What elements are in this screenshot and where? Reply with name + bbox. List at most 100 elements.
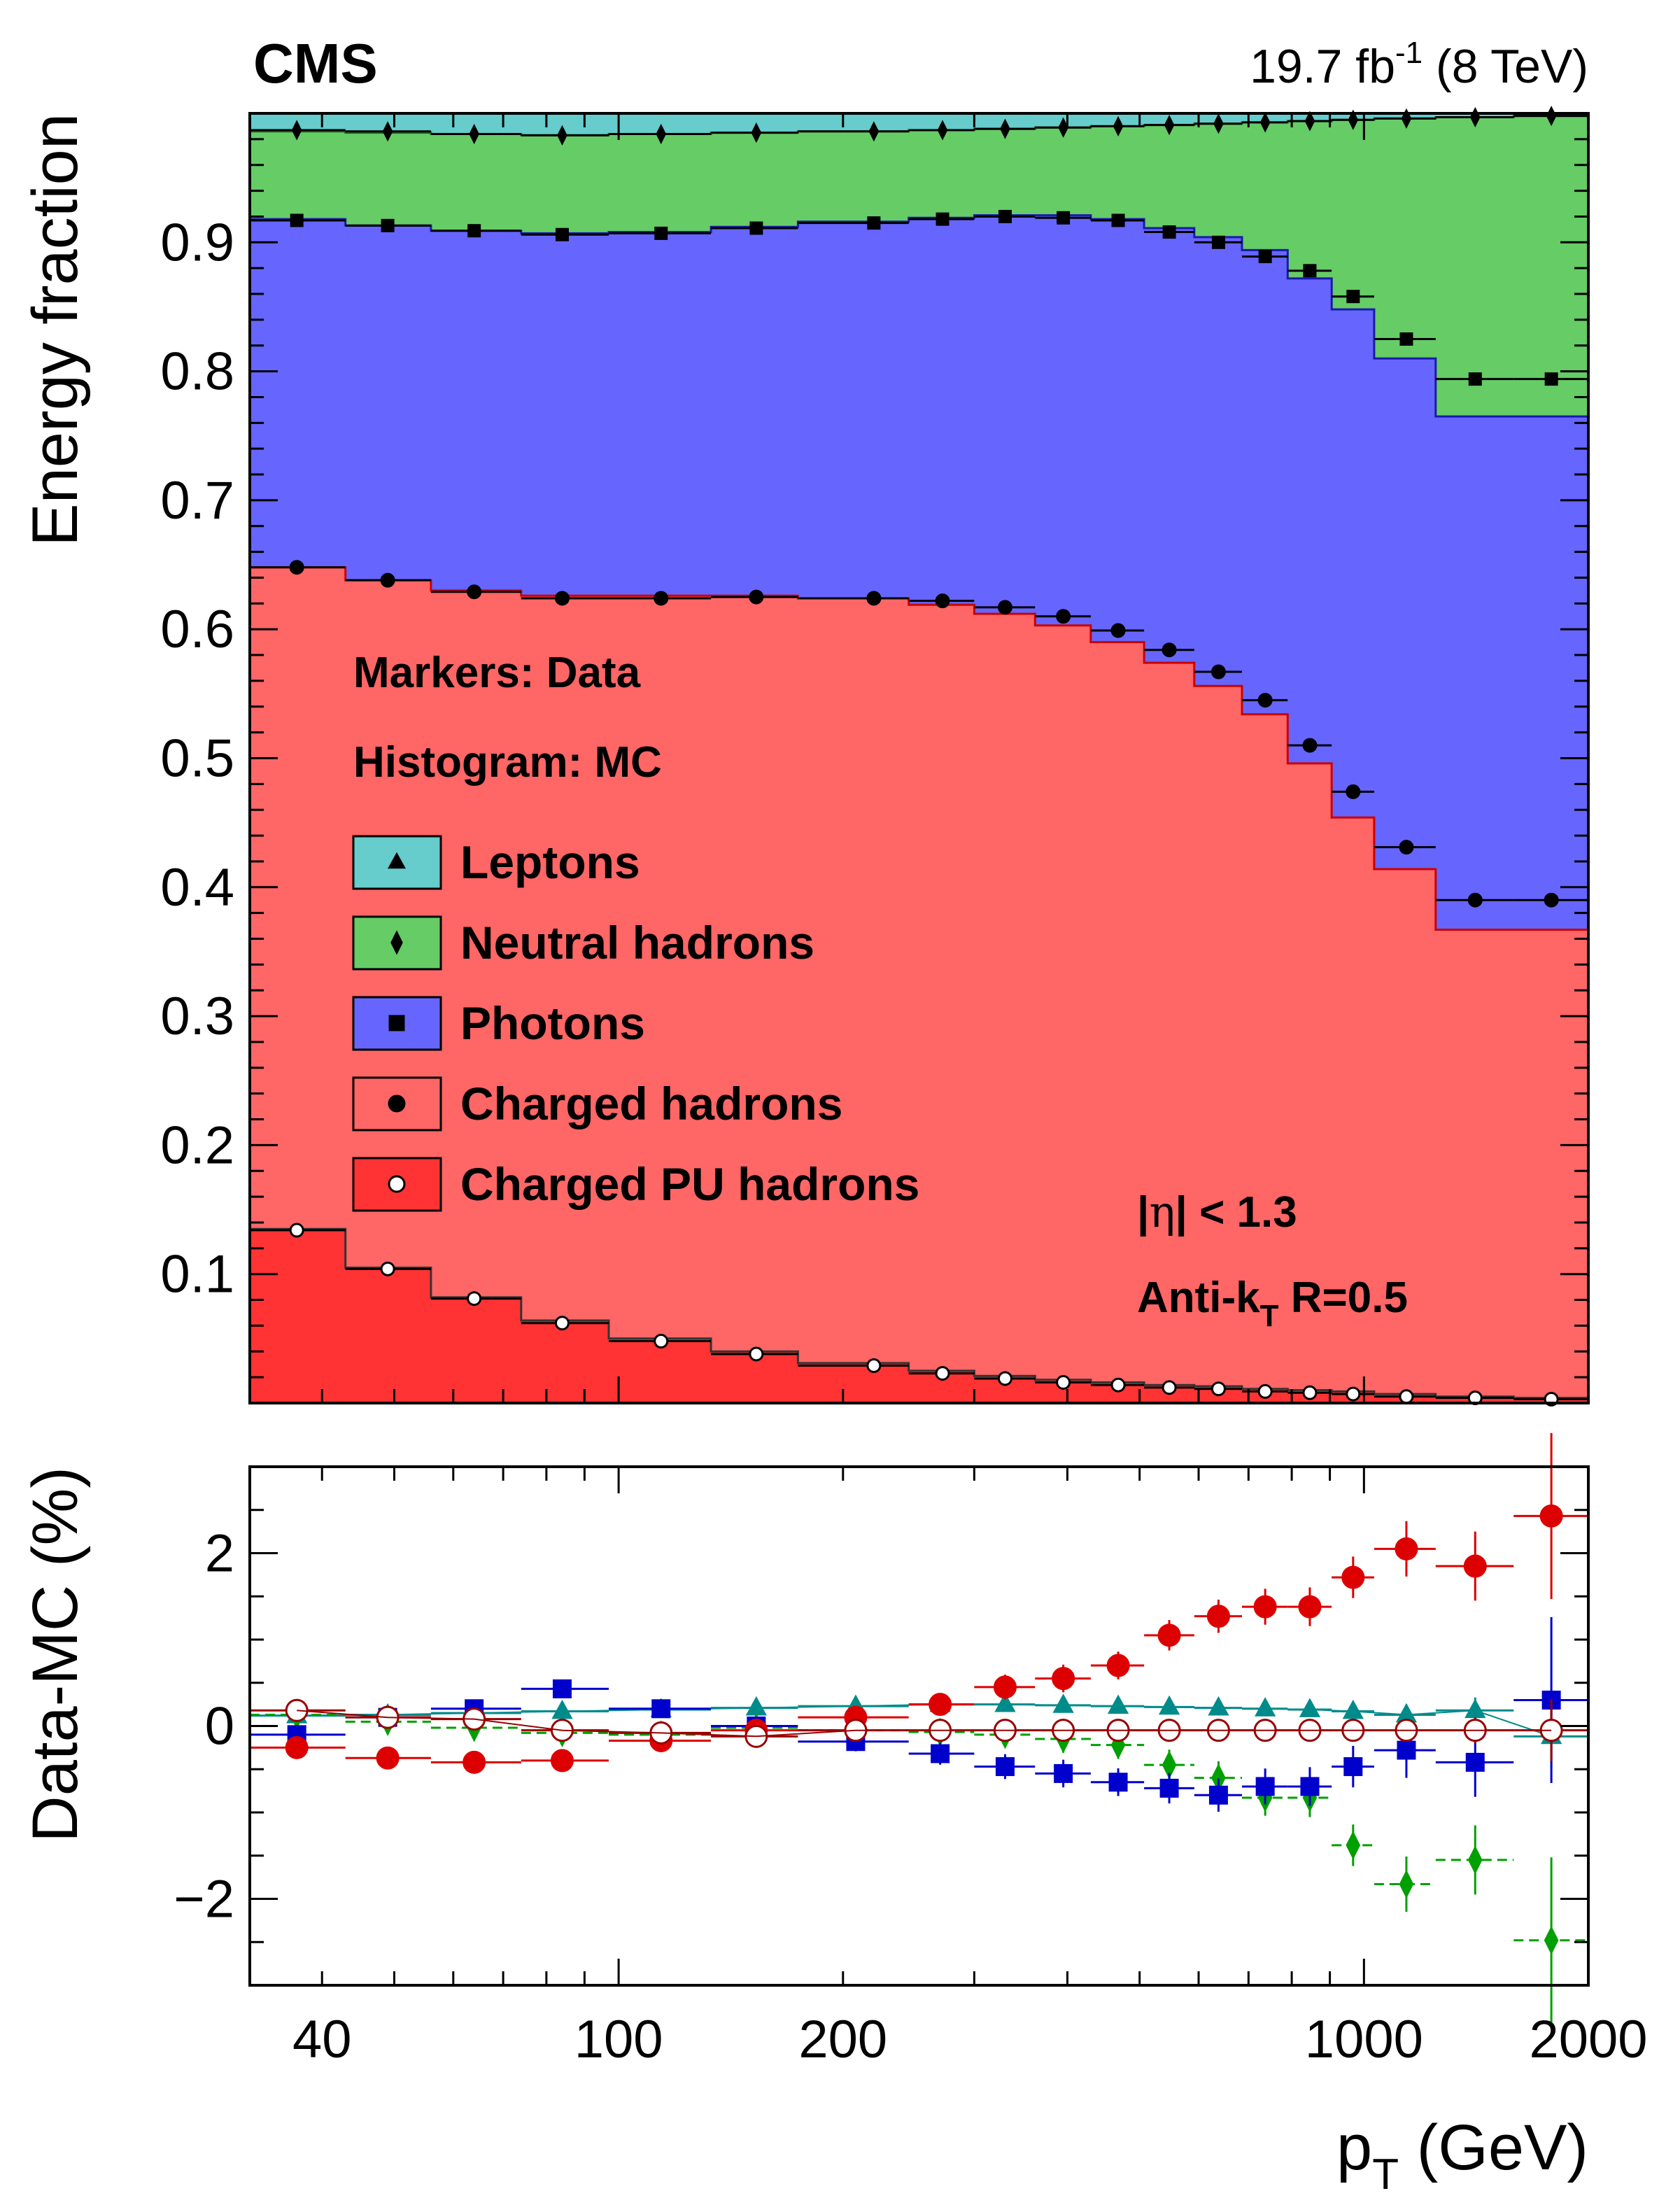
data-charged-pu-hadrons-point (749, 1346, 764, 1362)
ratio-leptons-point (1052, 1693, 1074, 1713)
x-tick-label: 100 (574, 2010, 663, 2069)
data-charged-hadrons-point (1257, 693, 1273, 708)
data-photons-point (381, 218, 395, 232)
legend-label: Neutral hadrons (460, 917, 814, 968)
ratio-neutral-hadrons-point (1399, 1869, 1414, 1899)
data-charged-pu-hadrons-point (1162, 1380, 1177, 1395)
x-axis-title-sub: T (1372, 2150, 1399, 2199)
ratio-leptons-point (745, 1696, 768, 1716)
data-charged-hadrons-point (1110, 623, 1126, 638)
ratio-charged-hadrons-point (1253, 1595, 1277, 1619)
bottom-y-axis-title: Data-MC (%) (20, 1467, 91, 1843)
legend-marker-square (388, 1015, 405, 1031)
top-y-tick-label: 0.1 (160, 1245, 234, 1304)
ratio-photons-point (995, 1757, 1015, 1777)
ratio-photons-point (552, 1679, 572, 1698)
data-neutral-hadrons-point (1000, 118, 1010, 139)
data-photons-point (1303, 264, 1317, 278)
data-photons-point (467, 224, 481, 238)
data-neutral-hadrons-point (937, 120, 948, 141)
x-axis-title-unit: (GeV) (1399, 2112, 1588, 2183)
data-charged-hadrons-point (1399, 840, 1414, 855)
data-photons-point (867, 216, 881, 230)
x-tick-label: 1000 (1305, 2010, 1423, 2069)
ratio-charged-hadrons-point (463, 1750, 486, 1774)
ratio-charged-hadrons-point (1463, 1554, 1487, 1578)
data-charged-pu-hadrons-point (1056, 1375, 1071, 1390)
ratio-charged-pu-hadrons-line (297, 1710, 1552, 1738)
data-neutral-hadrons-point (656, 123, 667, 145)
data-charged-hadrons-point (467, 584, 482, 600)
data-neutral-hadrons-point (1113, 115, 1124, 137)
data-charged-pu-hadrons-point (1110, 1377, 1126, 1393)
data-charged-hadrons-point (1056, 609, 1071, 624)
data-charged-pu-hadrons-point (467, 1291, 482, 1306)
data-neutral-hadrons-point (1304, 111, 1315, 132)
algo-sub: T (1260, 1299, 1279, 1333)
ratio-photons-point (1108, 1773, 1128, 1792)
lumi-label: 19.7 fb-1 (8 TeV) (1250, 36, 1588, 93)
top-y-tick-label: 0.8 (160, 342, 234, 402)
ratio-photons-point (651, 1699, 671, 1719)
data-charged-hadrons-point (866, 591, 882, 606)
data-charged-pu-hadrons-point (1399, 1389, 1414, 1404)
data-photons-point (749, 221, 763, 235)
data-photons-point (1211, 235, 1225, 249)
data-charged-pu-hadrons-point (654, 1334, 669, 1349)
data-charged-pu-hadrons-point (1210, 1381, 1226, 1397)
ratio-leptons-point (1107, 1694, 1129, 1714)
ratio-charged-hadrons-point (1052, 1667, 1075, 1691)
ratio-charged-hadrons-point (1157, 1623, 1181, 1647)
data-photons-point (1468, 372, 1482, 386)
ratio-leptons-point (994, 1692, 1016, 1712)
x-axis-title: pT (GeV) (1336, 2112, 1588, 2199)
x-tick-label: 2000 (1529, 2010, 1647, 2069)
data-neutral-hadrons-point (1213, 113, 1224, 134)
top-y-tick-label: 0.5 (160, 729, 234, 789)
eta-annotation: |η| < 1.3 (1137, 1186, 1297, 1237)
data-neutral-hadrons-point (469, 123, 479, 145)
ratio-charged-hadrons-point (285, 1735, 309, 1759)
data-charged-pu-hadrons-point (935, 1366, 950, 1381)
data-mc-points (250, 1432, 1588, 2024)
data-charged-hadrons-point (380, 572, 395, 588)
data-charged-pu-hadrons-point (1346, 1386, 1361, 1402)
data-neutral-hadrons-point (1348, 109, 1359, 130)
ratio-charged-hadrons-point (376, 1746, 400, 1770)
data-charged-hadrons-point (289, 560, 304, 575)
tick-labels: 40 100 200 1000 2000 0.1 0.2 0.3 0.4 0.5 0.6 0.7 0.8… (160, 213, 1647, 2069)
ratio-charged-hadrons-point (993, 1675, 1017, 1699)
ratio-leptons-point (1208, 1696, 1229, 1716)
data-points-top (250, 106, 1588, 1407)
legend-marker-circle (388, 1094, 406, 1113)
top-y-axis-title: Energy fraction (20, 113, 91, 547)
data-charged-hadrons-point (1162, 642, 1177, 658)
legend-label: Leptons (460, 836, 640, 888)
mc-charged-hadrons-fill (250, 567, 1588, 1404)
data-charged-hadrons-point (1467, 892, 1483, 908)
legend-marker-diamond (390, 930, 403, 955)
bottom-axis-ticks (250, 1467, 1590, 1985)
lumi-energy (1423, 40, 1436, 93)
data-photons-point (654, 226, 668, 240)
ratio-charged-hadrons-point (1341, 1565, 1365, 1589)
data-charged-hadrons-point (554, 591, 570, 606)
mc-charged-hadrons-outline (250, 566, 1588, 931)
ratio-leptons-point (1158, 1695, 1180, 1715)
data-photons-point (936, 212, 950, 226)
legend: Leptons Neutral hadrons Photons Charged had… (352, 835, 919, 1212)
ratio-charged-hadrons-point (1106, 1654, 1130, 1677)
lumi-energy-text: (8 TeV) (1436, 40, 1588, 93)
ratio-photons-point (1208, 1785, 1228, 1805)
top-axis-ticks (250, 113, 1590, 1403)
ratio-photons-point (931, 1744, 950, 1763)
data-charged-pu-hadrons-point (866, 1358, 882, 1374)
legend-marker-open-circle (388, 1175, 406, 1193)
top-y-tick-label: 0.9 (160, 213, 234, 272)
ratio-photons-point (1159, 1778, 1179, 1798)
ratio-photons-point (1397, 1740, 1416, 1760)
eta-rest: | < 1.3 (1176, 1188, 1297, 1237)
ratio-charged-hadrons-point (1395, 1537, 1418, 1561)
legend-label: Photons (460, 997, 645, 1049)
